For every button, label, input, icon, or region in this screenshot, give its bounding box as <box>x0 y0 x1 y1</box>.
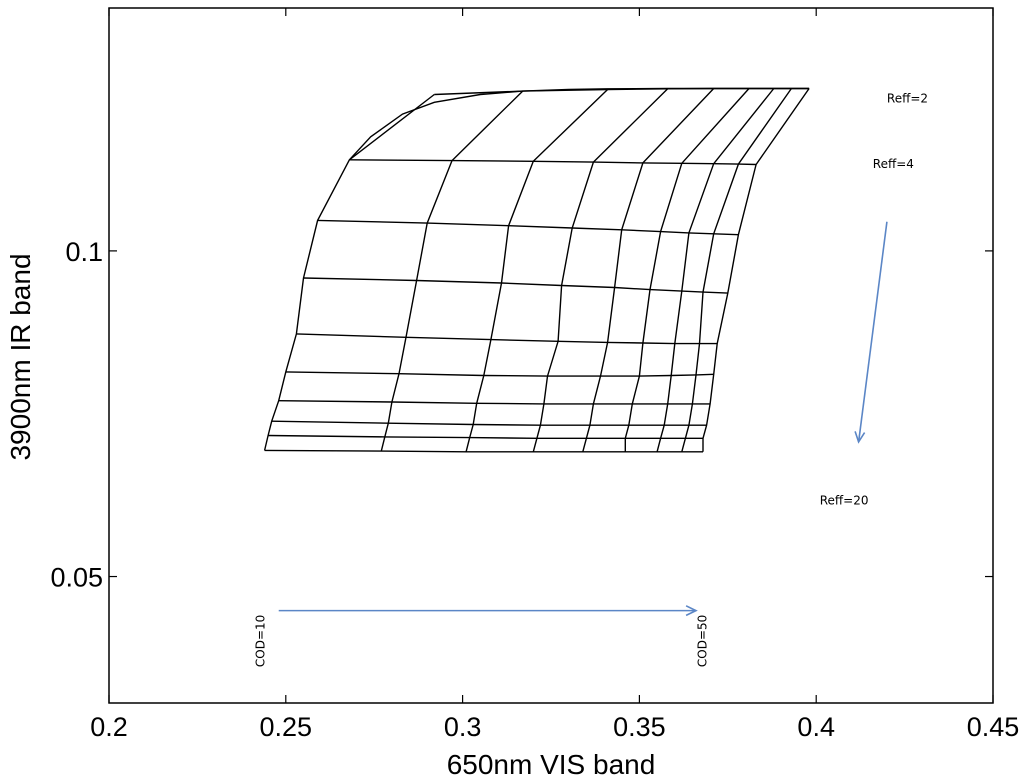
iso-cod-curve <box>681 88 792 452</box>
iso-cod-curve <box>532 88 669 452</box>
iso-cod-curve <box>582 88 715 452</box>
y-tick-label: 0.05 <box>50 563 103 593</box>
iso-cod-curve <box>465 88 609 452</box>
annotation-label: COD=50 <box>696 615 710 667</box>
mesh <box>263 87 810 453</box>
iso-cod-curve <box>702 88 810 452</box>
arrows <box>278 221 888 617</box>
x-axis-label: 650nm VIS band <box>447 749 656 780</box>
annotation-label: Reff=4 <box>873 157 914 171</box>
y-tick-label: 0.1 <box>65 237 103 267</box>
y-ticks: 0.05 0.1 <box>50 237 993 593</box>
arrow-head <box>854 431 866 444</box>
x-tick-label: 0.4 <box>797 712 835 742</box>
x-tick-label: 0.25 <box>260 712 313 742</box>
x-ticks: 0.2 0.25 0.3 0.35 0.4 0.45 <box>90 8 1019 742</box>
x-tick-label: 0.2 <box>90 712 128 742</box>
annotation-label: Reff=2 <box>887 91 928 105</box>
annotation-label: Reff=20 <box>820 493 869 507</box>
x-tick-label: 0.35 <box>613 712 666 742</box>
iso-cod-curve <box>624 88 750 452</box>
iso-cod-curve <box>263 93 435 451</box>
iso-cod-curve <box>656 88 775 452</box>
annotations: Reff=2 Reff=4 Reff=20 COD=10 COD=50 <box>254 91 928 667</box>
x-tick-label: 0.45 <box>967 712 1020 742</box>
x-tick-label: 0.3 <box>444 712 482 742</box>
arrow-line <box>857 221 888 442</box>
y-axis-label: 3900nm IR band <box>5 253 36 460</box>
plot-frame <box>108 7 994 704</box>
annotation-label: COD=10 <box>254 615 268 667</box>
iso-cod-curve <box>380 90 524 452</box>
arrow-head <box>685 605 698 617</box>
